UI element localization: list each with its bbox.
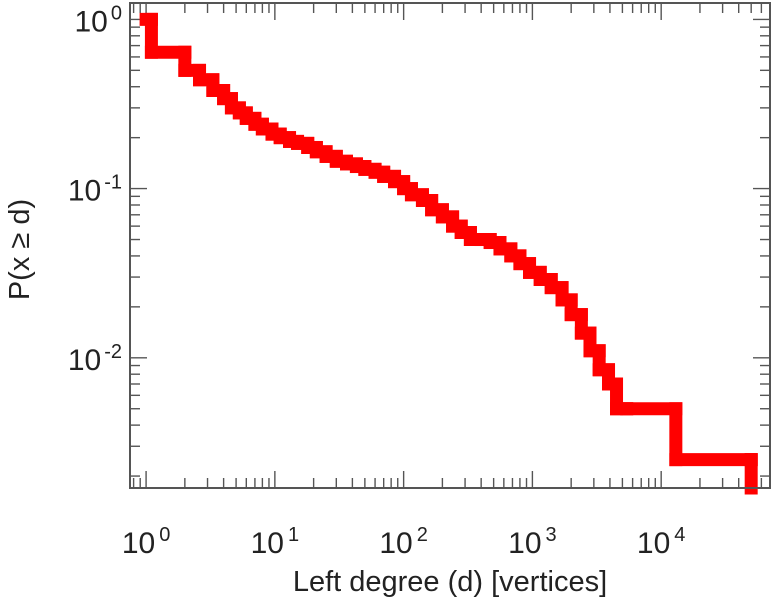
- y-axis-title: P(x ≥ d): [4, 199, 36, 300]
- x-tick-label: 10 4: [637, 524, 686, 560]
- plot-frame: [129, 2, 771, 489]
- series-layer: [139, 12, 758, 495]
- x-axis-title: Left degree (d) [vertices]: [293, 566, 607, 598]
- x-tick-label: 10 3: [508, 524, 557, 560]
- x-tick-label: 10 1: [251, 524, 300, 560]
- series-0: [139, 12, 758, 495]
- x-tick-label: 10 0: [122, 524, 171, 560]
- y-tick-label: 10 -1: [68, 172, 122, 208]
- x-tick-label: 10 2: [379, 524, 428, 560]
- y-tick-label: 10 0: [75, 2, 123, 38]
- tick-labels: 10 0 10 1 10 2 10 3 10 4 10 0 10 -1 10 -2: [68, 2, 686, 560]
- y-tick-label: 10 -2: [68, 341, 122, 377]
- axis-ticks: [130, 3, 771, 488]
